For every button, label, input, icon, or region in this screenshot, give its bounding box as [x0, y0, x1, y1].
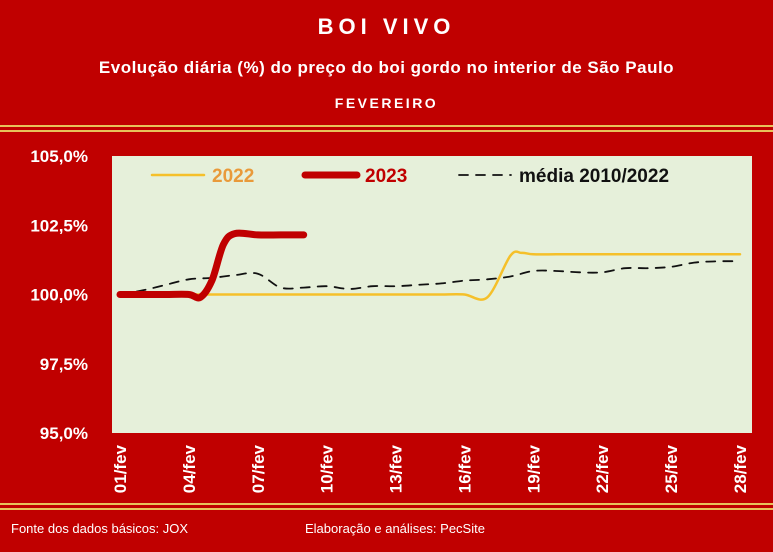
legend-media-label: média 2010/2022: [519, 166, 669, 187]
legend-2023-label: 2023: [365, 166, 407, 187]
chart-month: FEVEREIRO: [334, 95, 439, 111]
legend-2022-label: 2022: [212, 166, 254, 187]
x-tick-label: 07/fev: [249, 444, 268, 493]
footer-credit: Elaboração e análises: PecSite: [305, 521, 485, 536]
x-tick-label: 04/fev: [180, 444, 199, 493]
x-tick-label: 19/fev: [524, 444, 543, 493]
series-2023-line: [116, 229, 308, 302]
gold-divider-bottom-1: [0, 503, 773, 505]
gold-divider-bottom-2: [0, 508, 773, 510]
chart-title: BOI VIVO: [317, 14, 456, 39]
y-tick-label: 105,0%: [30, 147, 88, 166]
gold-divider-top-1: [0, 125, 773, 127]
line-chart: 105,0% 102,5% 100,0% 97,5% 95,0% 01/fev 04/fev…: [30, 147, 752, 493]
y-tick-label: 100,0%: [30, 286, 88, 305]
series-media-line: [119, 260, 741, 296]
plot-area: 105,0% 102,5% 100,0% 97,5% 95,0% 01/fev 04/fev…: [0, 134, 773, 503]
x-tick-label: 22/fev: [593, 444, 612, 493]
x-tick-label: 16/fev: [455, 444, 474, 493]
gold-divider-top-2: [0, 130, 773, 132]
series-2022-line: [118, 250, 742, 301]
x-tick-label: 28/fev: [731, 444, 750, 493]
y-tick-label: 95,0%: [40, 424, 88, 443]
chart-subtitle: Evolução diária (%) do preço do boi gord…: [98, 58, 675, 77]
x-tick-label: 25/fev: [662, 444, 681, 493]
footer-source: Fonte dos dados básicos: JOX: [11, 521, 189, 536]
x-tick-label: 01/fev: [111, 444, 130, 493]
y-tick-label: 102,5%: [30, 216, 88, 235]
x-tick-label: 13/fev: [387, 444, 406, 493]
x-tick-label: 10/fev: [318, 444, 337, 493]
y-tick-label: 97,5%: [40, 355, 88, 374]
